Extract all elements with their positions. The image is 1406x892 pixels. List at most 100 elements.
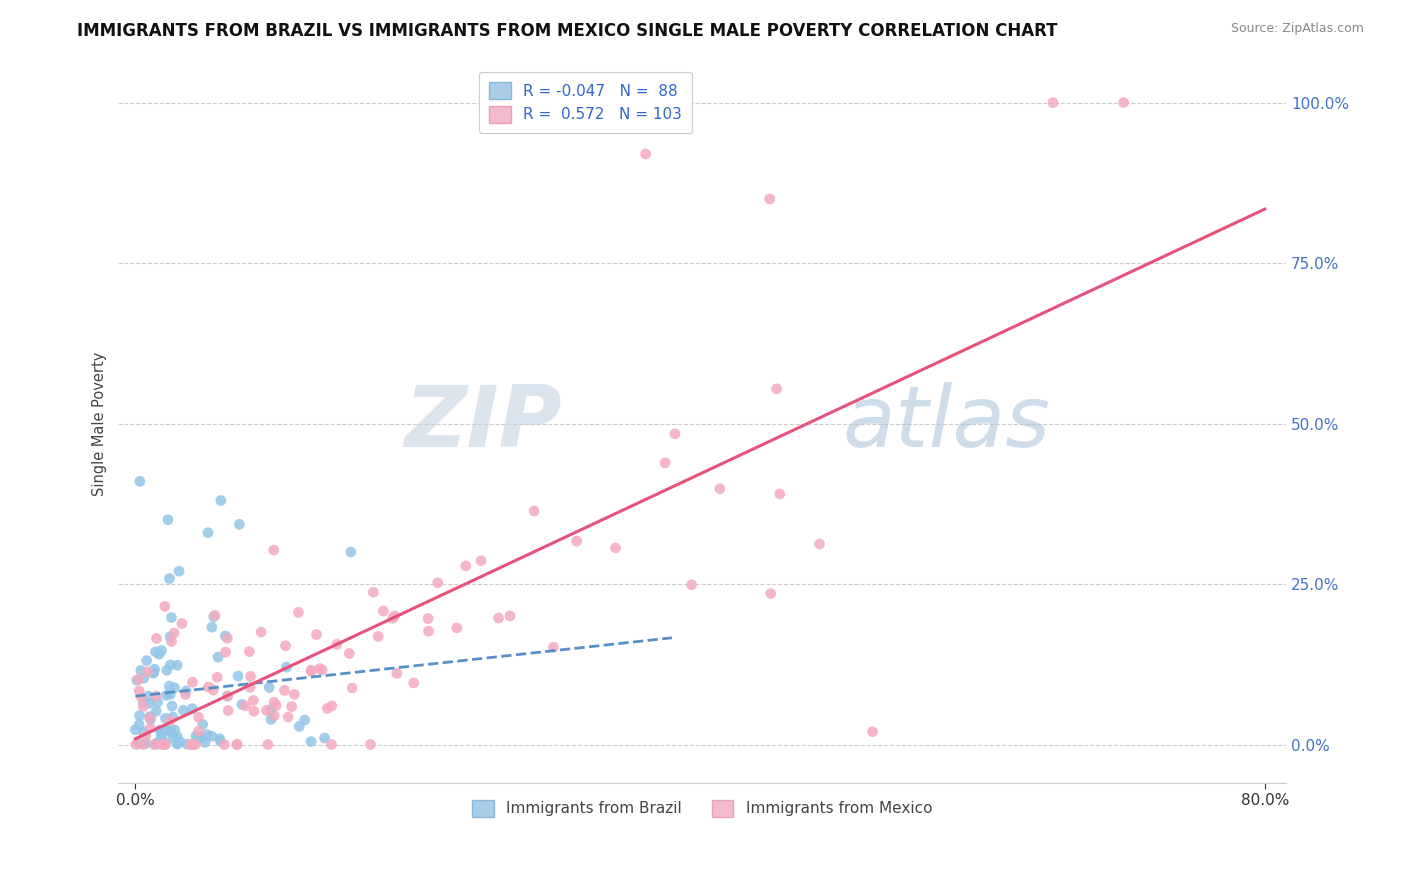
Point xyxy=(169,735,191,749)
Point xyxy=(170,616,193,631)
Point xyxy=(150,738,173,752)
Point xyxy=(159,714,181,728)
Point xyxy=(160,610,183,624)
Point xyxy=(446,621,468,635)
Point xyxy=(283,687,305,701)
Point xyxy=(153,738,176,752)
Point xyxy=(159,657,181,672)
Point xyxy=(150,643,173,657)
Point xyxy=(681,578,703,592)
Point xyxy=(184,729,207,743)
Point xyxy=(142,665,165,680)
Point xyxy=(157,723,180,737)
Point xyxy=(131,690,153,705)
Point xyxy=(152,734,174,748)
Point xyxy=(634,147,657,161)
Point xyxy=(314,731,336,745)
Point xyxy=(155,723,177,738)
Point xyxy=(418,612,440,626)
Point xyxy=(159,687,181,701)
Point xyxy=(163,681,186,695)
Point xyxy=(187,724,209,739)
Point xyxy=(148,647,170,661)
Point xyxy=(385,666,408,681)
Point xyxy=(129,664,152,678)
Point xyxy=(288,719,311,733)
Point xyxy=(149,723,172,738)
Point xyxy=(280,699,302,714)
Point xyxy=(287,606,309,620)
Point xyxy=(361,585,384,599)
Point xyxy=(263,708,285,723)
Point xyxy=(172,703,194,717)
Point xyxy=(201,620,224,634)
Point xyxy=(180,738,202,752)
Point xyxy=(187,731,209,746)
Point xyxy=(157,679,180,693)
Point xyxy=(195,728,218,742)
Point xyxy=(565,534,588,549)
Point xyxy=(226,738,249,752)
Point xyxy=(124,723,146,737)
Point xyxy=(808,537,831,551)
Point xyxy=(181,738,204,752)
Point xyxy=(209,493,232,508)
Point xyxy=(181,738,204,752)
Point xyxy=(181,675,204,690)
Point xyxy=(128,708,150,723)
Point xyxy=(132,725,155,739)
Point xyxy=(214,645,236,659)
Point xyxy=(132,671,155,685)
Point xyxy=(402,676,425,690)
Point xyxy=(166,736,188,750)
Point xyxy=(231,698,253,712)
Point xyxy=(135,654,157,668)
Point xyxy=(146,695,169,709)
Point xyxy=(226,669,249,683)
Point xyxy=(523,504,546,518)
Point xyxy=(274,639,297,653)
Point xyxy=(166,737,188,751)
Point xyxy=(321,738,343,752)
Point xyxy=(276,660,298,674)
Point xyxy=(188,731,211,745)
Point xyxy=(155,738,177,752)
Point xyxy=(454,558,477,573)
Point xyxy=(162,731,184,746)
Point xyxy=(174,684,197,698)
Point xyxy=(208,731,231,746)
Point xyxy=(145,645,167,659)
Point xyxy=(250,625,273,640)
Point xyxy=(127,673,149,687)
Point xyxy=(135,736,157,750)
Point xyxy=(128,475,150,489)
Point xyxy=(155,711,177,725)
Point xyxy=(263,695,285,709)
Point xyxy=(187,710,209,724)
Point xyxy=(769,487,792,501)
Point xyxy=(243,704,266,718)
Point xyxy=(128,717,150,731)
Point xyxy=(273,683,295,698)
Point xyxy=(136,689,159,703)
Point xyxy=(204,608,226,623)
Point xyxy=(138,697,160,711)
Point xyxy=(654,456,676,470)
Point xyxy=(143,738,166,752)
Point xyxy=(340,545,363,559)
Point xyxy=(184,738,207,752)
Point xyxy=(260,713,283,727)
Point xyxy=(384,608,406,623)
Point xyxy=(470,554,492,568)
Point xyxy=(150,726,173,740)
Point xyxy=(166,658,188,673)
Point xyxy=(163,723,186,737)
Point xyxy=(299,663,322,677)
Point xyxy=(188,731,211,745)
Point xyxy=(862,724,884,739)
Point xyxy=(166,730,188,744)
Point xyxy=(132,696,155,710)
Point xyxy=(153,599,176,614)
Point xyxy=(260,702,283,716)
Point xyxy=(197,680,219,694)
